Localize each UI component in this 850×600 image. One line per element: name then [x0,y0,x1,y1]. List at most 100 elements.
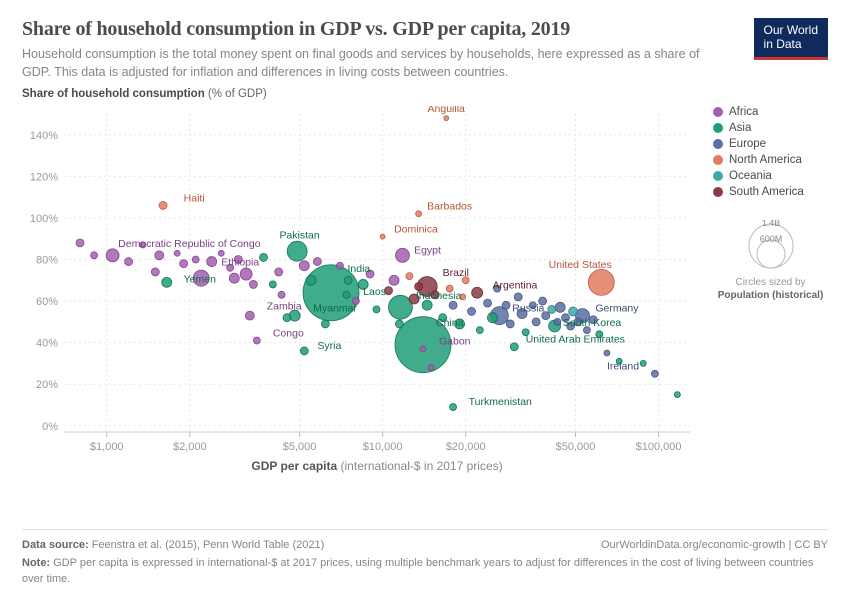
bubble-label: South Korea [563,317,622,329]
legend-item-europe[interactable]: Europe [713,138,828,150]
bubble-label: Ethiopia [221,257,259,269]
size-caption: Circles sized by Population (historical) [713,276,828,302]
bubble[interactable] [269,281,276,288]
bubble[interactable] [253,337,260,344]
bubble-label: India [347,263,370,275]
bubble[interactable] [468,307,476,315]
bubble[interactable] [174,250,180,256]
bubble[interactable] [283,314,291,322]
bubble[interactable] [428,365,434,371]
bubble[interactable] [373,306,380,313]
bubble[interactable] [444,116,449,121]
bubble[interactable] [306,275,316,285]
bubble[interactable] [487,313,497,323]
bubble[interactable] [674,392,680,398]
bubble[interactable] [395,248,409,262]
bubble[interactable] [278,291,285,298]
bubble-label: Ireland [607,361,639,373]
bubble-label: United Arab Emirates [526,334,625,346]
bubble-label: Argentina [492,280,537,292]
bubble[interactable] [299,261,309,271]
y-axis-title-bold: Share of household consumption [22,88,205,100]
bubble[interactable] [245,311,254,320]
bubble[interactable] [76,239,84,247]
bubble-label: Brazil [443,267,469,279]
bubble-label: Laos [363,286,386,298]
bubble[interactable] [651,370,658,377]
bubble[interactable] [484,299,492,307]
svg-text:120%: 120% [30,171,58,183]
svg-text:1.4B: 1.4B [761,220,780,228]
bubble[interactable] [604,350,610,356]
bubble[interactable] [155,251,164,260]
legend-item-africa[interactable]: Africa [713,106,828,118]
svg-text:40%: 40% [36,338,58,350]
bubble[interactable] [476,327,483,334]
bubble[interactable] [240,268,252,280]
bubble[interactable] [449,301,457,309]
legend-label: Africa [729,106,758,118]
bubble[interactable] [588,269,614,295]
logo-line2: in Data [764,37,802,51]
bubble[interactable] [218,250,224,256]
bubble[interactable] [336,262,343,269]
bubble-label: Myanmar [313,302,357,314]
bubble[interactable] [275,268,283,276]
bubble[interactable] [450,404,457,411]
legend-dot-icon [713,139,723,149]
bubble-label: Congo [273,327,304,339]
bubble[interactable] [180,260,188,268]
bubble[interactable] [192,256,199,263]
bubble[interactable] [159,201,167,209]
bubble[interactable] [321,320,329,328]
bubble[interactable] [91,252,98,259]
bubble[interactable] [313,258,321,266]
bubble[interactable] [420,346,426,352]
bubble[interactable] [640,360,646,366]
legend-label: North America [729,154,802,166]
bubble[interactable] [506,320,514,328]
bubble[interactable] [510,343,518,351]
legend-dot-icon [713,155,723,165]
bubble[interactable] [260,253,268,261]
bubble[interactable] [207,257,217,267]
legend: Africa Asia Europe North America Oceania Sout… [713,106,828,302]
chart-title: Share of household consumption in GDP vs… [22,18,722,41]
bubble[interactable] [249,280,257,288]
bubble[interactable] [389,275,399,285]
bubble[interactable] [343,291,350,298]
data-source: Data source: Feenstra et al. (2015), Pen… [22,538,324,554]
bubble[interactable] [229,273,239,283]
legend-item-asia[interactable]: Asia [713,122,828,134]
y-axis-title-light: (% of GDP) [205,88,267,100]
bubble[interactable] [548,305,556,313]
bubble[interactable] [569,307,578,316]
legend-item-north-america[interactable]: North America [713,154,828,166]
legend-item-oceania[interactable]: Oceania [713,170,828,182]
bubble[interactable] [151,268,159,276]
bubble[interactable] [555,302,565,312]
svg-text:0%: 0% [42,421,58,433]
bubble[interactable] [106,249,119,262]
bubble[interactable] [287,241,307,261]
bubble[interactable] [514,293,522,301]
bubble[interactable] [125,258,133,266]
legend-items: Africa Asia Europe North America Oceania Sout… [713,106,828,198]
svg-text:$5,000: $5,000 [283,441,317,453]
bubble[interactable] [554,318,561,325]
bubble[interactable] [395,320,403,328]
bubble[interactable] [472,287,483,298]
legend-dot-icon [713,187,723,197]
bubble-label: Democratic Republic of Congo [118,238,261,250]
bubble[interactable] [162,277,172,287]
bubble[interactable] [406,273,413,280]
bubble[interactable] [502,301,510,309]
legend-item-south-america[interactable]: South America [713,186,828,198]
footer-note: Note: GDP per capita is expressed in int… [22,556,828,588]
bubble[interactable] [344,276,352,284]
bubble[interactable] [532,318,540,326]
bubble[interactable] [380,234,385,239]
bubble[interactable] [416,211,422,217]
bubble-label: Zambia [267,300,302,312]
bubble[interactable] [300,347,308,355]
